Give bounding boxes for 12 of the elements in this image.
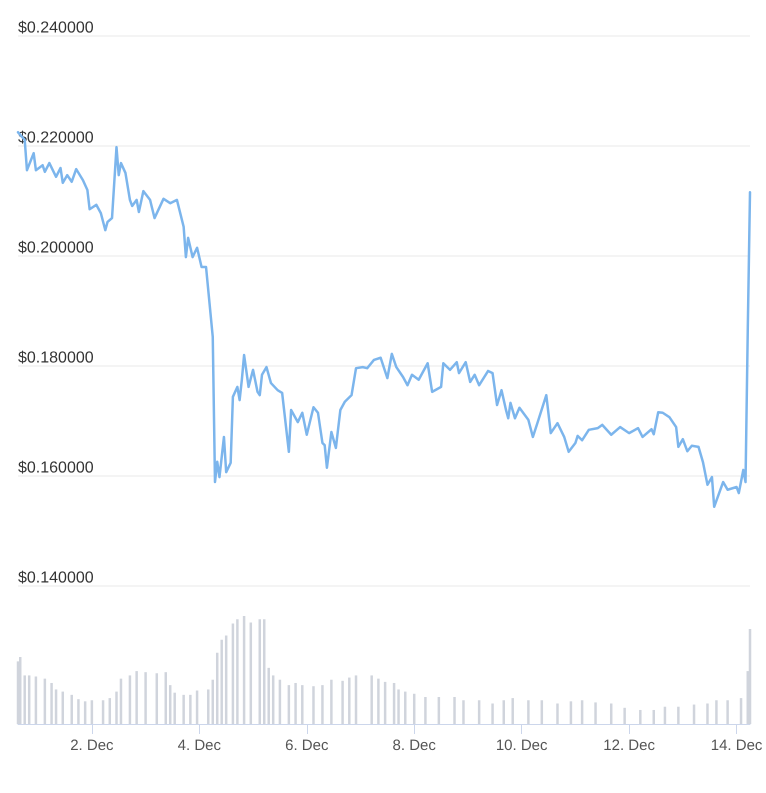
x-tick-label: 4. Dec	[178, 737, 222, 754]
y-tick-label: $0.180000	[18, 350, 94, 366]
y-tick-label: $0.240000	[18, 20, 94, 36]
x-tick-label: 6. Dec	[285, 737, 329, 754]
y-tick-label: $0.140000	[18, 570, 94, 586]
y-tick-label: $0.160000	[18, 460, 94, 476]
x-tick-label: 12. Dec	[603, 737, 656, 754]
x-tick-label: 8. Dec	[392, 737, 436, 754]
x-tick-label: 14. Dec	[710, 737, 763, 754]
x-tick-label: 10. Dec	[496, 737, 548, 754]
y-tick-label: $0.200000	[18, 240, 94, 256]
x-tick-label: 2. Dec	[70, 737, 114, 754]
